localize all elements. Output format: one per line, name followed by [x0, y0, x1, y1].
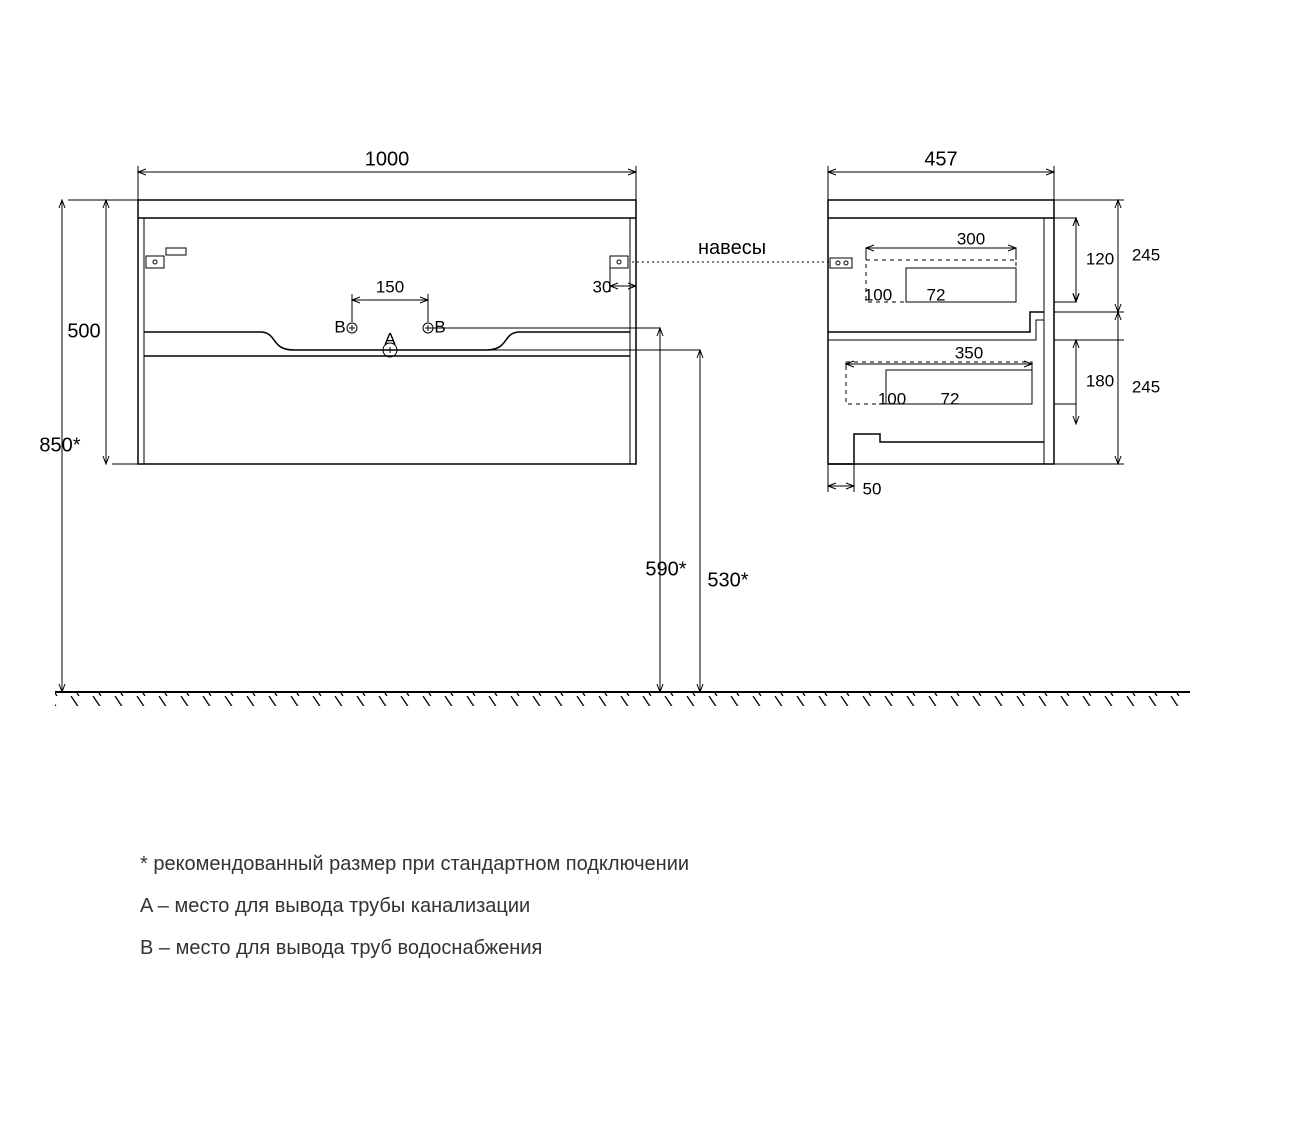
- svg-text:120: 120: [1086, 249, 1114, 268]
- side-view: 457 120 245 180 245 300 100 72 350 100 72 50: [828, 148, 1160, 498]
- svg-text:245: 245: [1132, 245, 1160, 264]
- legend-line-2: A – место для вывода трубы канализации: [140, 895, 530, 917]
- hangers-text: навесы: [698, 237, 766, 259]
- svg-text:72: 72: [941, 389, 960, 408]
- svg-text:245: 245: [1132, 377, 1160, 396]
- svg-text:180: 180: [1086, 371, 1114, 390]
- svg-text:50: 50: [863, 479, 882, 498]
- svg-text:150: 150: [376, 277, 404, 296]
- svg-text:100: 100: [864, 285, 892, 304]
- svg-text:1000: 1000: [365, 148, 410, 170]
- svg-text:B: B: [334, 317, 345, 336]
- svg-text:B: B: [434, 317, 445, 336]
- ground-line: [55, 692, 1190, 706]
- svg-text:850*: 850*: [39, 434, 80, 456]
- svg-text:590*: 590*: [645, 558, 686, 580]
- svg-text:300: 300: [957, 229, 985, 248]
- technical-drawing: A B B 1000 500 850* 150 30 590* 530* 457 120 245 180…: [0, 0, 1300, 1125]
- legend-line-1: * рекомендованный размер при стандартном…: [140, 853, 689, 875]
- svg-text:530*: 530*: [707, 569, 748, 591]
- svg-text:100: 100: [878, 389, 906, 408]
- svg-text:30: 30: [593, 277, 612, 296]
- front-view: A B B 1000 500 850* 150 30 590* 530*: [39, 148, 748, 692]
- svg-text:350: 350: [955, 343, 983, 362]
- legend: * рекомендованный размер при стандартном…: [140, 853, 689, 959]
- svg-text:A: A: [384, 329, 396, 348]
- legend-line-3: B – место для вывода труб водоснабжения: [140, 937, 542, 959]
- hangers-label: навесы: [632, 237, 830, 262]
- svg-text:500: 500: [67, 320, 100, 342]
- svg-text:457: 457: [924, 148, 957, 170]
- svg-text:72: 72: [927, 285, 946, 304]
